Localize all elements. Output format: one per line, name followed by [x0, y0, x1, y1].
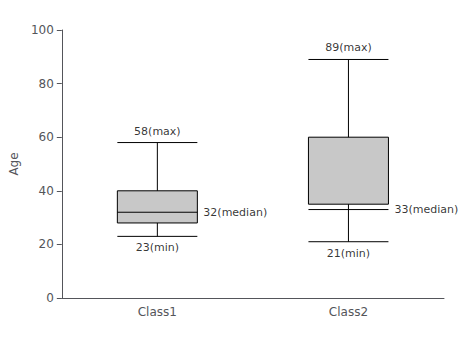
svg-text:58(max): 58(max): [134, 125, 181, 138]
svg-text:21(min): 21(min): [327, 247, 370, 260]
svg-text:33(median): 33(median): [394, 203, 458, 216]
svg-text:20: 20: [39, 237, 54, 251]
svg-text:89(max): 89(max): [325, 41, 372, 54]
svg-text:Class2: Class2: [329, 305, 368, 319]
svg-text:0: 0: [46, 291, 54, 305]
svg-text:Class1: Class1: [138, 305, 177, 319]
svg-text:60: 60: [39, 130, 54, 144]
svg-text:Age: Age: [7, 152, 21, 175]
svg-text:40: 40: [39, 184, 54, 198]
svg-text:23(min): 23(min): [136, 241, 179, 254]
svg-text:32(median): 32(median): [203, 206, 267, 219]
svg-text:100: 100: [31, 23, 54, 37]
svg-text:80: 80: [39, 77, 54, 91]
